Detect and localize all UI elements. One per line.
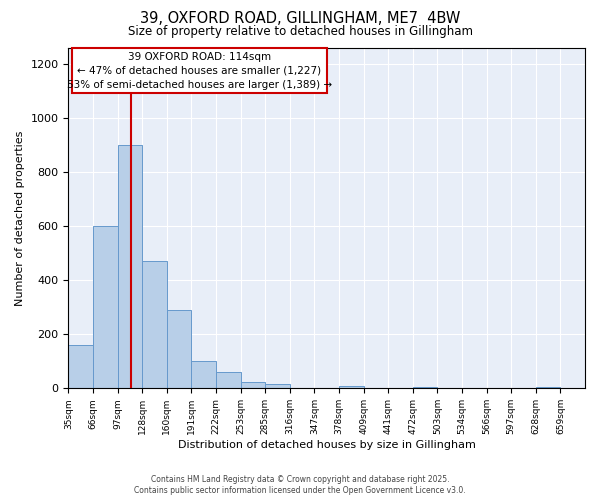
Text: Size of property relative to detached houses in Gillingham: Size of property relative to detached ho…	[128, 25, 473, 38]
X-axis label: Distribution of detached houses by size in Gillingham: Distribution of detached houses by size …	[178, 440, 476, 450]
Text: 39, OXFORD ROAD, GILLINGHAM, ME7  4BW: 39, OXFORD ROAD, GILLINGHAM, ME7 4BW	[140, 11, 460, 26]
Bar	[339, 386, 364, 388]
Text: Contains HM Land Registry data © Crown copyright and database right 2025.: Contains HM Land Registry data © Crown c…	[151, 474, 449, 484]
Bar	[118, 145, 142, 388]
Y-axis label: Number of detached properties: Number of detached properties	[15, 130, 25, 306]
FancyBboxPatch shape	[72, 48, 327, 94]
Bar	[191, 362, 216, 388]
Text: ← 47% of detached houses are smaller (1,227): ← 47% of detached houses are smaller (1,…	[77, 66, 322, 76]
Bar	[413, 387, 437, 388]
Bar	[68, 345, 93, 389]
Bar	[241, 382, 265, 388]
Bar	[216, 372, 241, 388]
Bar	[93, 226, 118, 388]
Bar	[265, 384, 290, 388]
Bar	[536, 387, 560, 388]
Text: 53% of semi-detached houses are larger (1,389) →: 53% of semi-detached houses are larger (…	[67, 80, 332, 90]
Bar	[167, 310, 191, 388]
Text: Contains public sector information licensed under the Open Government Licence v3: Contains public sector information licen…	[134, 486, 466, 495]
Bar	[142, 261, 167, 388]
Text: 39 OXFORD ROAD: 114sqm: 39 OXFORD ROAD: 114sqm	[128, 52, 271, 62]
